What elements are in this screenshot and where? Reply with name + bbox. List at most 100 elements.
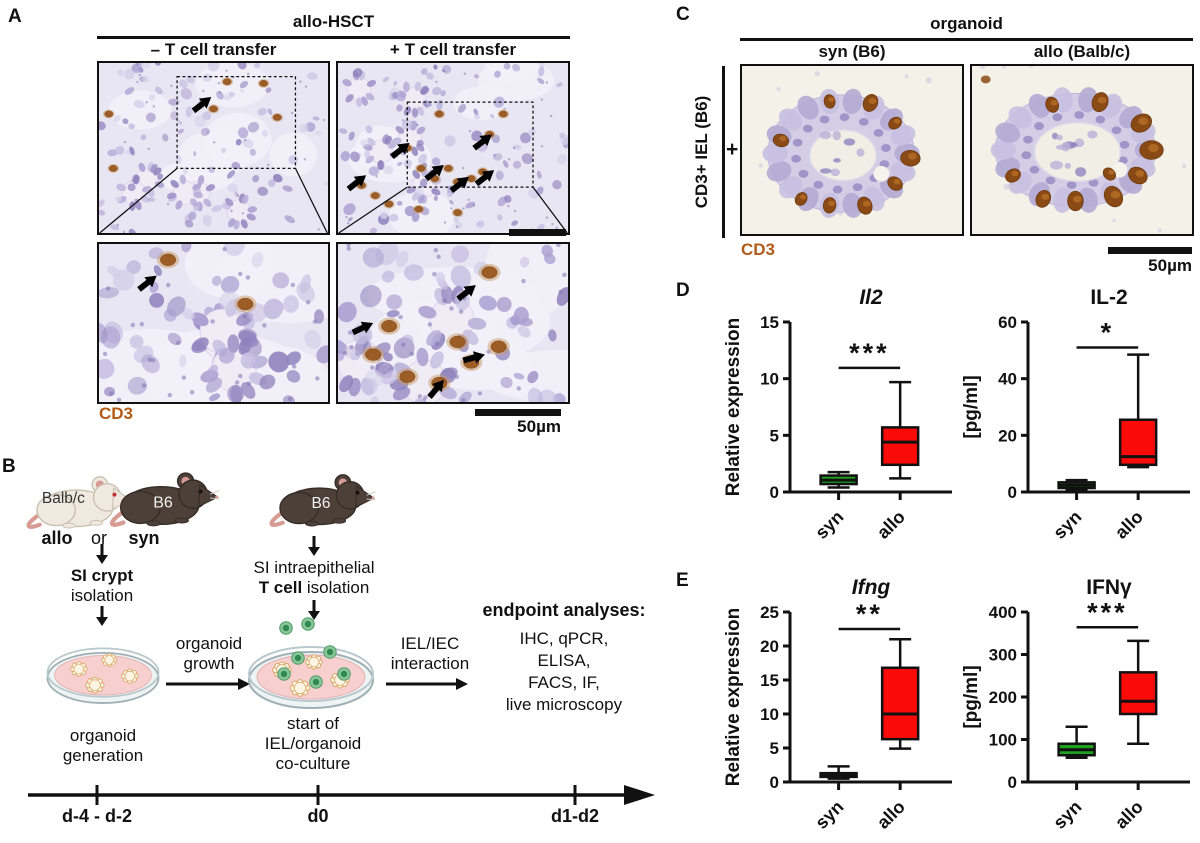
chart-title: IFNγ (1086, 576, 1132, 599)
endpoint-analyses-title: endpoint analyses: (482, 600, 646, 620)
mouse-balbc: Balb/c (26, 476, 133, 529)
y-tick-label: 40 (998, 370, 1017, 389)
y-tick-label: 10 (760, 370, 779, 389)
panel-a-header-rule (97, 36, 570, 39)
panel-c-letter: C (676, 4, 690, 25)
scalebar-a-label: 50µm (517, 417, 561, 436)
boxplot-il2-protein: IL-2 [pg/ml] 0 20 40 60 syn allo * (961, 282, 1198, 548)
scalebar-c (1108, 247, 1192, 254)
y-tick-label: 15 (760, 313, 779, 332)
panel-a-header: allo-HSCT (292, 12, 375, 31)
chart-svg: IFNγ [pg/ml] 0 100 200 300 400 syn allo *** (961, 576, 1190, 833)
y-axis-label: Relative expression (724, 318, 744, 496)
significance-stars: ** (856, 599, 883, 629)
y-axis-label: [pg/ml] (962, 665, 982, 728)
panel-c-row-rule (722, 66, 725, 238)
panel-c-col-allo: allo (Balb/c) (1033, 42, 1131, 61)
mouse-b6: B6 (109, 472, 220, 527)
caption-organoid-generation: organoid generation (62, 726, 144, 765)
organoid-image-syn (740, 64, 964, 236)
panel-a-col-minus: – T cell transfer (150, 40, 277, 59)
box-allo (880, 426, 920, 467)
arrow-marker-icon (456, 285, 476, 302)
panel-c-row-label: CD3+ IEL (B6) (692, 95, 711, 209)
label-or: or (90, 528, 107, 548)
panel-e-letter: E (676, 570, 689, 591)
step-crypt-bold: SI crypt (70, 566, 134, 585)
arrow-down-icon (96, 606, 108, 626)
y-tick-label: 20 (760, 637, 779, 656)
y-axis-label: Relative expression (724, 608, 744, 786)
y-tick-label: 5 (770, 426, 779, 445)
chart-title: IL-2 (1090, 286, 1127, 309)
arrow-marker-icon (424, 165, 444, 182)
label-iel-iec-interaction: IEL/IEC interaction (390, 634, 470, 673)
y-tick-label: 25 (760, 603, 779, 622)
chart-svg: Il2 Relative expression 0 5 10 15 syn allo *** (723, 286, 952, 543)
arrow-marker-icon (472, 134, 492, 151)
boxplot-il2-gene: Il2 Relative expression 0 5 10 15 syn allo *** (723, 282, 960, 548)
y-tick-label: 0 (770, 773, 779, 792)
step-crypt-isolation: SI crypt isolation (42, 566, 162, 606)
mouse-label: B6 (312, 495, 331, 512)
label-organoid-growth: organoid growth (175, 634, 243, 673)
arrow-marker-icon (346, 175, 367, 192)
y-tick-label: 5 (770, 739, 779, 758)
y-tick-label: 100 (989, 731, 1017, 750)
panel-a-letter: A (8, 6, 22, 27)
scalebar-c-label: 50µm (1148, 256, 1192, 275)
step-tcell-isolation: SI intraepithelial T cell isolation (253, 558, 375, 597)
y-tick-label: 20 (998, 426, 1017, 445)
ihc-image-minus-t-overview (97, 61, 330, 235)
panel-a-col-plus: + T cell transfer (389, 40, 517, 59)
arrow-marker-icon (427, 379, 444, 399)
y-tick-label: 300 (989, 646, 1017, 665)
y-tick-label: 200 (989, 688, 1017, 707)
arrow-down-icon (308, 600, 320, 620)
timeline-tick-d4d2: d-4 - d-2 (62, 806, 132, 826)
panel-a-stain-label: CD3 (99, 404, 134, 423)
boxplot-ifng-gene: Ifng Relative expression 0 5 10 15 20 25 syn allo… (723, 572, 960, 838)
y-tick-label: 10 (760, 705, 779, 724)
petri-dish-coculture (248, 617, 374, 709)
x-tick-label: syn (1049, 507, 1085, 543)
x-tick-label: allo (1111, 797, 1147, 833)
timeline-axis (28, 785, 655, 805)
panel-c-header: organoid (930, 14, 1003, 33)
mouse-label: Balb/c (42, 490, 85, 507)
arrow-marker-icon (462, 351, 485, 364)
arrow-down-icon (96, 544, 108, 564)
arrow-down-icon (308, 536, 320, 556)
significance-stars: *** (849, 338, 890, 368)
significance-stars: *** (1087, 597, 1128, 627)
arrow-marker-icon (390, 142, 410, 160)
chart-svg: IL-2 [pg/ml] 0 20 40 60 syn allo * (961, 286, 1190, 543)
boxplot-ifng-protein: IFNγ [pg/ml] 0 100 200 300 400 syn allo *** (961, 572, 1198, 838)
box-allo (880, 666, 920, 741)
panel-c-plus: + (726, 138, 739, 161)
x-tick-label: allo (873, 507, 909, 543)
label-syn: syn (128, 528, 160, 548)
arrow-marker-icon (137, 275, 157, 292)
x-tick-label: allo (873, 797, 909, 833)
chart-title: Ifng (852, 576, 891, 599)
arrow-right-icon (386, 678, 468, 690)
y-tick-label: 0 (1008, 773, 1017, 792)
x-tick-label: syn (1049, 797, 1085, 833)
arrow-marker-icon (449, 176, 470, 194)
y-tick-label: 0 (770, 483, 779, 502)
mouse-b6-right: B6 (269, 474, 376, 527)
arrow-marker-icon (474, 170, 495, 187)
x-tick-label: allo (1111, 507, 1147, 543)
step-crypt-rest: isolation (70, 586, 134, 605)
timeline-tick-d1d2: d1-d2 (550, 806, 599, 826)
arrow-marker-icon (351, 321, 374, 336)
y-tick-label: 0 (1008, 483, 1017, 502)
ihc-image-plus-t-zoom (336, 242, 570, 404)
arrow-marker-icon (191, 96, 212, 114)
panel-b-letter: B (2, 456, 16, 477)
y-axis-label: [pg/ml] (962, 375, 982, 438)
chart-svg: Ifng Relative expression 0 5 10 15 20 25 syn allo… (723, 576, 952, 833)
scalebar-a-top (509, 229, 566, 236)
